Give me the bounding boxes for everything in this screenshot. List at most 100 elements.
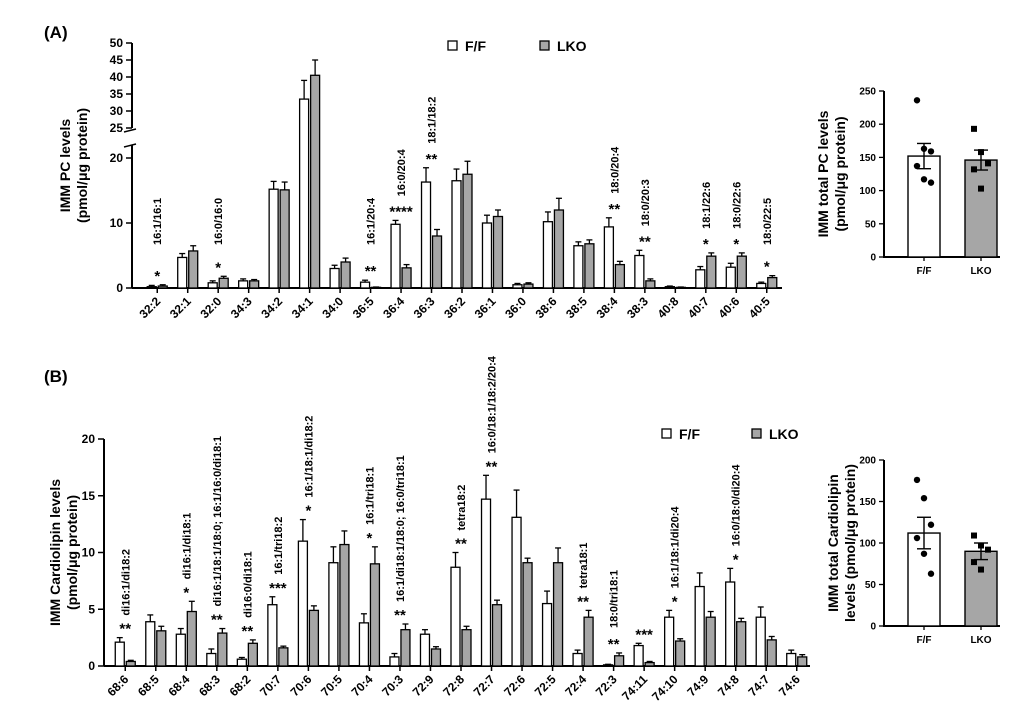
b-significance: ** [486, 458, 498, 475]
b-bar-LKO-74:6 [797, 656, 808, 667]
a-bar-FF-40:7 [695, 269, 706, 289]
b-significance: ** [242, 623, 254, 640]
a-bar-LKO-40:6 [736, 255, 747, 289]
a-total-data-point [985, 160, 991, 167]
b-x-tick-label: 70:5 [318, 672, 345, 699]
b-annotation: tetra18:2 [456, 485, 468, 531]
b-total-x-tick-label: F/F [917, 635, 932, 646]
b-annotation: 16:0/18:0/di20:4 [731, 464, 743, 547]
b-x-tick-label: 72:5 [532, 672, 559, 699]
b-bar-LKO-70:5 [339, 543, 350, 667]
b-annotation: 16:1/tri18:2 [273, 517, 285, 575]
a-bar-LKO-40:7 [706, 255, 717, 289]
a-significance: ** [639, 233, 651, 250]
b-bar-LKO-74:9 [705, 616, 716, 667]
a-bar-FF-38:3 [634, 254, 645, 289]
b-total-x-tick-label: LKO [970, 635, 991, 646]
b-annotation: 16:0/18:1/18:2/20:4 [487, 355, 499, 453]
a-total-data-point [971, 166, 977, 173]
b-significance: * [733, 551, 739, 568]
b-bar-FF-70:7 [267, 604, 278, 667]
b-x-tick-label: 74:7 [745, 672, 772, 699]
a-annotation: 18:0/20:3 [640, 179, 652, 226]
a-annotation: 16:0/16:0 [213, 198, 225, 245]
b-x-tick-label: 74:6 [776, 672, 803, 699]
b-bar-LKO-72:5 [552, 562, 564, 667]
a-bar-FF-36:3 [420, 181, 432, 289]
a-significance: * [733, 236, 739, 253]
a-total-x-tick-label: LKO [970, 266, 991, 277]
b-significance: * [305, 503, 311, 520]
b-x-tick-label: 72:7 [471, 672, 498, 699]
a-total-data-point [927, 179, 935, 186]
b-bar-LKO-70:7 [278, 647, 289, 667]
a-y-label: IMM PC levels (pmol/μg protein) [57, 108, 90, 223]
a-x-tick-label: 34:2 [258, 294, 285, 321]
a-x-tick-label: 34:1 [289, 294, 316, 321]
a-axis-break-gap [122, 130, 142, 142]
a-total-y-tick-label: 100 [859, 186, 876, 197]
a-total-y-tick-label: 150 [859, 153, 876, 164]
b-total-y-label-line: IMM total Cardiolipin [825, 474, 841, 612]
b-total-y-tick-label: 0 [870, 622, 876, 633]
b-bar-FF-74:11 [633, 644, 644, 667]
b-total-data-point [971, 532, 977, 539]
a-axis-break-mark [123, 128, 137, 133]
a-significance: * [154, 268, 160, 285]
a-legend-label: LKO [557, 38, 587, 54]
a-significance: ** [609, 201, 621, 218]
a-annotation: 18:0/22:5 [762, 198, 774, 245]
a-total-bar-FF [907, 155, 941, 258]
a-x-tick-label: 36:0 [502, 294, 529, 321]
b-bar-FF-72:9 [419, 633, 431, 667]
b-annotation: di16:1/di18:1 [181, 513, 193, 580]
b-y-label-line: IMM Cardiolipin levels [47, 479, 63, 626]
a-bar-LKO-34:3 [249, 280, 260, 289]
b-total-data-point [927, 570, 935, 577]
a-total-y-label: IMM total PC levels (pmol/μg protein) [815, 110, 848, 237]
b-bar-FF-70:4 [358, 622, 370, 667]
panel-label-b: (B) [44, 367, 68, 386]
b-significance: * [672, 593, 678, 610]
b-x-tick-label: 70:6 [288, 672, 315, 699]
a-x-tick-label: 36:4 [380, 294, 407, 321]
a-bar-FF-38:5 [573, 245, 584, 289]
a-bar-LKO-36:0 [523, 283, 534, 289]
a-y-tick-label: 45 [110, 53, 124, 67]
a-bar-FF-34:3 [238, 280, 249, 289]
b-bar-FF-68:3 [206, 652, 217, 667]
a-x-tick-label: 36:1 [472, 294, 499, 321]
a-x-tick-label: 34:0 [319, 294, 346, 321]
b-significance: ** [577, 593, 589, 610]
a-y-tick-label: 30 [110, 104, 124, 118]
a-bar-LKO-32:2 [157, 285, 168, 289]
a-annotation: 18:1/18:2 [427, 97, 439, 144]
b-bar-LKO-72:9 [430, 648, 442, 667]
a-bar-FF-36:4 [390, 223, 401, 289]
a-annotation: 18:1/22:6 [701, 182, 713, 229]
b-total-data-point [971, 559, 977, 566]
a-y-tick-label: 0 [116, 281, 123, 295]
b-bar-FF-72:7 [480, 498, 492, 667]
b-y-tick-label: 0 [88, 659, 95, 673]
b-x-tick-label: 72:3 [593, 672, 620, 699]
a-total-data-point [913, 97, 921, 104]
b-total-data-point [920, 550, 928, 557]
b-significance: * [183, 584, 189, 601]
a-x-tick-label: 36:3 [411, 294, 438, 321]
a-bar-LKO-32:0 [218, 277, 229, 289]
a-total-x-tick-label: F/F [917, 266, 932, 277]
b-total-y-tick-label: 150 [859, 497, 876, 508]
b-total-data-point [927, 521, 935, 528]
a-axis-break-mark [123, 143, 137, 148]
b-bar-FF-72:3 [602, 664, 614, 667]
a-bar-FF-40:6 [725, 266, 736, 289]
a-total-data-point [978, 185, 984, 192]
b-total-data-point [978, 542, 984, 549]
b-y-tick-label: 20 [82, 432, 96, 446]
b-bar-LKO-70:3 [400, 629, 411, 667]
b-total-data-point [913, 534, 921, 542]
b-x-tick-label: 68:2 [227, 672, 254, 699]
b-bar-LKO-72:3 [613, 655, 625, 667]
a-x-tick-label: 38:5 [563, 294, 590, 321]
